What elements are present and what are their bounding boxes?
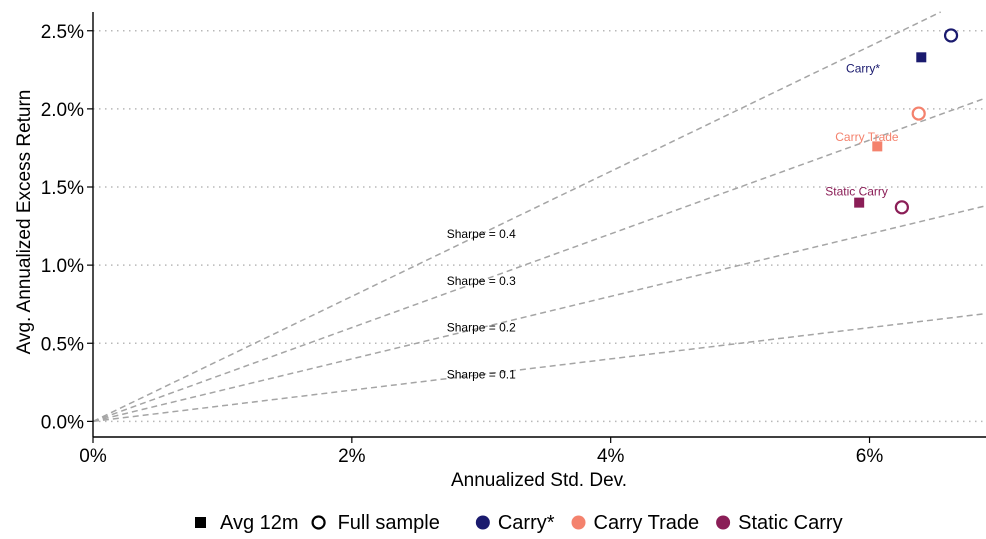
axes: 0.0% 0.5% 1.0% 1.5% 2.0% 2.5% 0% 2% 4% 6% xyxy=(41,12,986,467)
legend: Avg 12m Full sample Carry* Carry Trade Stati… xyxy=(195,512,843,534)
x-tick-label: 0% xyxy=(79,446,107,467)
x-tick-label: 2% xyxy=(338,446,366,467)
legend-color-swatch xyxy=(475,515,490,530)
avg-12m-point xyxy=(854,197,865,208)
series-point-label: Static Carry xyxy=(825,185,888,199)
y-tick-label: 0.5% xyxy=(41,334,84,355)
y-tick-label: 1.5% xyxy=(41,178,84,199)
x-tick-label: 4% xyxy=(597,446,625,467)
y-tick-label: 0.0% xyxy=(41,412,84,433)
legend-shape-label: Full sample xyxy=(338,512,440,534)
legend-shape-label: Avg 12m xyxy=(220,512,299,534)
avg-12m-point xyxy=(872,141,883,152)
sharpe-line xyxy=(92,97,986,423)
full-sample-point xyxy=(943,28,959,43)
legend-square-icon xyxy=(195,517,206,528)
y-tick-label: 2.5% xyxy=(41,22,84,43)
point-labels: Carry* Carry Trade Static Carry xyxy=(825,61,899,198)
sharpe-line xyxy=(92,205,986,423)
sharpe-line xyxy=(92,11,942,423)
y-axis-title: Avg. Annualized Excess Return xyxy=(14,90,35,355)
sharpe-line-label: Sharpe = 0.2 xyxy=(447,321,516,335)
full-sample-point xyxy=(911,106,926,121)
legend-color-swatch xyxy=(716,515,731,530)
x-axis-title: Annualized Std. Dev. xyxy=(451,470,627,491)
full-sample-point xyxy=(894,200,909,215)
sharpe-line-label: Sharpe = 0.1 xyxy=(447,368,516,382)
x-tick-label: 6% xyxy=(856,446,884,467)
sharpe-line-label: Sharpe = 0.4 xyxy=(447,227,516,241)
legend-color-label: Static Carry xyxy=(738,512,842,534)
y-tick-label: 1.0% xyxy=(41,256,84,277)
legend-color-label: Carry Trade xyxy=(594,512,700,534)
series-point-label: Carry Trade xyxy=(835,130,899,144)
grid-lines xyxy=(93,30,986,423)
sharpe-lines: Sharpe = 0.1 Sharpe = 0.2 Sharpe = 0.3 Shar… xyxy=(92,11,986,423)
legend-color-label: Carry* xyxy=(498,512,555,534)
sharpe-line-label: Sharpe = 0.3 xyxy=(447,274,516,288)
legend-color-swatch xyxy=(571,515,586,530)
data-points xyxy=(854,28,959,215)
y-tick-label: 2.0% xyxy=(41,100,84,121)
legend-circle-icon xyxy=(311,515,326,530)
avg-12m-point xyxy=(916,52,927,63)
sharpe-line xyxy=(92,312,986,423)
series-point-label: Carry* xyxy=(846,61,880,75)
